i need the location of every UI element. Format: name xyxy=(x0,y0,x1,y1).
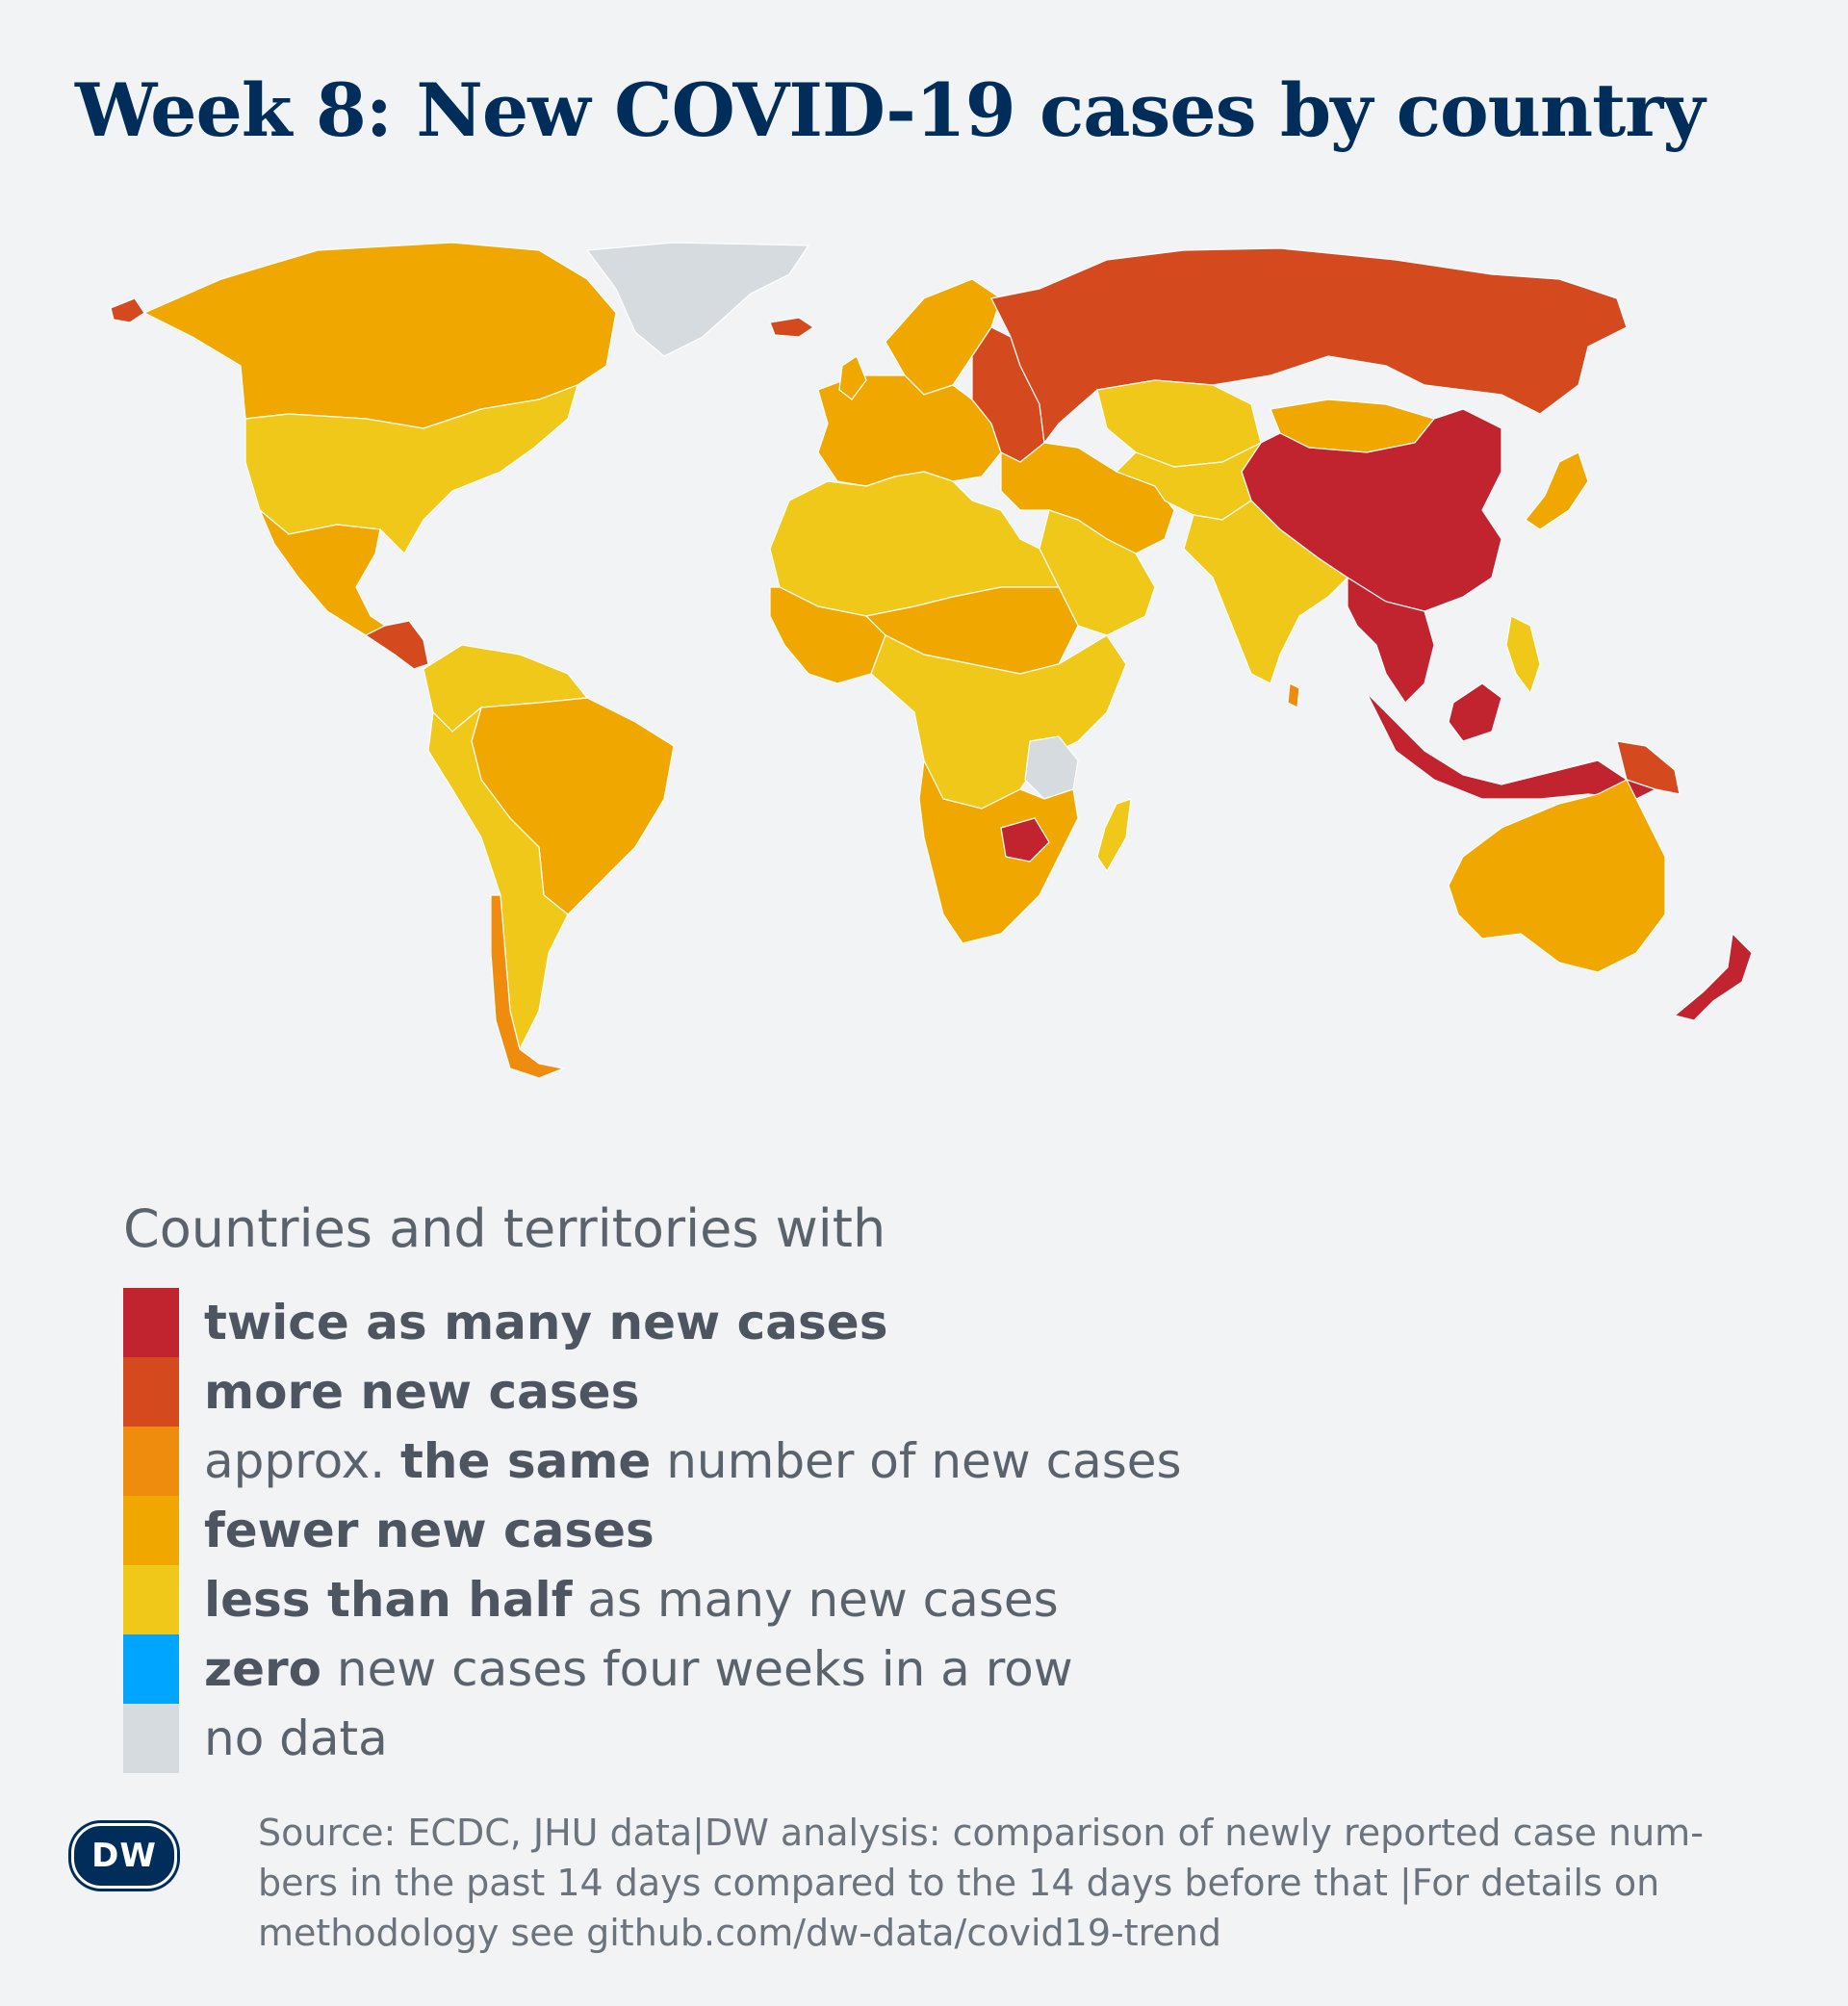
region-japan xyxy=(1525,451,1589,530)
legend-swatch xyxy=(123,1704,179,1773)
region-indonesia xyxy=(1366,682,1657,800)
legend-swatch xyxy=(123,1357,179,1427)
source-line: Source: ECDC, JHU data|DW analysis: comp… xyxy=(258,1812,1704,1854)
legend-swatch xyxy=(123,1496,179,1565)
legend-label: zero new cases four weeks in a row xyxy=(204,1641,1073,1697)
region-greenland xyxy=(585,242,810,357)
legend-label: no data xyxy=(204,1710,388,1766)
legend-label: fewer new cases xyxy=(204,1503,654,1558)
region-russia xyxy=(990,247,1628,445)
region-alaska xyxy=(110,297,145,323)
legend-swatch xyxy=(123,1565,179,1634)
region-madagascar xyxy=(1096,798,1132,873)
logo-text: DW xyxy=(91,1837,157,1875)
region-central-america xyxy=(364,620,429,670)
region-middle-east xyxy=(1000,442,1175,554)
chart-title: Week 8: New COVID-19 cases by country xyxy=(75,67,1705,153)
world-map xyxy=(110,242,1753,1079)
legend-swatch xyxy=(123,1634,179,1704)
region-chile xyxy=(490,894,566,1079)
legend-swatch xyxy=(123,1427,179,1496)
source-note: Source: ECDC, JHU data|DW analysis: comp… xyxy=(258,1808,1798,1958)
region-philippines xyxy=(1505,615,1541,695)
region-southern-africa xyxy=(918,758,1079,944)
region-sri-lanka xyxy=(1287,682,1300,708)
legend-label: more new cases xyxy=(204,1364,640,1420)
region-australia xyxy=(1448,779,1666,973)
region-kazakhstan xyxy=(1096,379,1262,468)
legend-label: approx. the same number of new cases xyxy=(204,1433,1182,1489)
region-india xyxy=(1183,500,1348,684)
legend-label: twice as many new cases xyxy=(204,1295,888,1350)
region-europe xyxy=(817,374,1002,487)
source-line: methodology see github.com/dw-data/covid… xyxy=(258,1912,1221,1954)
dw-logo-icon: DW xyxy=(71,1823,177,1889)
region-andes xyxy=(427,706,569,1051)
region-new-zealand xyxy=(1673,932,1753,1021)
region-southeast-asia xyxy=(1347,576,1435,704)
region-uk xyxy=(838,355,867,400)
legend-swatch xyxy=(123,1288,179,1357)
legend-label: less than half as many new cases xyxy=(204,1572,1059,1628)
legend-heading: Countries and territories with xyxy=(123,1198,886,1259)
region-iceland xyxy=(769,317,815,338)
region-zimbabwe xyxy=(1000,817,1050,862)
source-line: bers in the past 14 days compared to the… xyxy=(258,1862,1660,1904)
region-mexico xyxy=(259,509,387,636)
